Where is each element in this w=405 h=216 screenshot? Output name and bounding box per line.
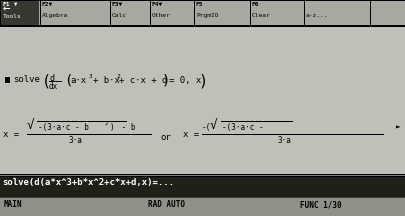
Text: F2▼: F2▼: [42, 2, 53, 7]
Bar: [303, 0, 304, 26]
Bar: [220, 121, 292, 122]
Text: Calc: Calc: [112, 13, 127, 18]
Bar: [0, 25, 405, 26]
Text: 3·a: 3·a: [277, 136, 291, 145]
Text: ): ): [162, 73, 170, 87]
Text: PrgmIO: PrgmIO: [196, 13, 218, 18]
Text: d: d: [50, 74, 55, 83]
Bar: [404, 0, 405, 26]
Bar: [110, 0, 111, 26]
Text: √: √: [27, 120, 34, 133]
Text: 2: 2: [116, 74, 119, 79]
Text: Algebra: Algebra: [42, 13, 68, 18]
Text: (: (: [42, 73, 51, 88]
Text: -(: -(: [202, 123, 211, 132]
Text: solve(d(a*x^3+b*x^2+c*x+d,x)=...: solve(d(a*x^3+b*x^2+c*x+d,x)=...: [2, 178, 174, 187]
Bar: [0, 174, 405, 175]
Bar: [0, 0, 405, 26]
Text: a-z...: a-z...: [305, 13, 328, 18]
Bar: [0, 26, 405, 27]
Bar: [0, 197, 405, 198]
Text: 2: 2: [105, 121, 108, 126]
Text: F5: F5: [196, 2, 203, 7]
Bar: [0, 0, 1, 26]
Text: ): ): [198, 73, 207, 88]
Text: -(3·a·c - b: -(3·a·c - b: [38, 123, 89, 132]
Bar: [0, 175, 405, 176]
Text: x =: x =: [183, 130, 198, 139]
Bar: [0, 176, 405, 177]
Bar: [249, 0, 250, 26]
Bar: [5, 77, 10, 83]
Text: ▼: ▼: [14, 2, 17, 7]
Bar: [27, 134, 151, 135]
Text: -(3·a·c -: -(3·a·c -: [222, 123, 263, 132]
Text: or: or: [160, 133, 171, 142]
Text: 3: 3: [89, 74, 92, 79]
Text: F1: F1: [3, 2, 11, 7]
Bar: [0, 198, 405, 216]
Bar: [0, 176, 405, 197]
Text: dx: dx: [49, 82, 58, 91]
Text: Clear: Clear: [252, 13, 270, 18]
Text: solve: solve: [13, 75, 40, 84]
Text: F3▼: F3▼: [112, 2, 123, 7]
Bar: [49, 81, 62, 82]
Text: ): ): [110, 123, 114, 132]
Text: 3·a: 3·a: [69, 136, 83, 145]
Text: FUNC 1/30: FUNC 1/30: [299, 200, 341, 209]
Bar: [149, 0, 151, 26]
Text: Other: Other: [151, 13, 171, 18]
Text: (: (: [64, 73, 72, 87]
Bar: [0, 27, 405, 216]
Text: F4▼: F4▼: [151, 2, 163, 7]
Text: x =: x =: [3, 130, 19, 139]
Text: = 0, x: = 0, x: [168, 76, 201, 85]
Bar: [369, 0, 370, 26]
Text: - b: - b: [117, 123, 135, 132]
Bar: [0, 0, 405, 1]
Bar: [1, 1, 39, 25]
Text: F6: F6: [252, 2, 259, 7]
Text: + c·x + d: + c·x + d: [119, 76, 167, 85]
Text: RAD AUTO: RAD AUTO: [148, 200, 185, 209]
Text: ►: ►: [395, 123, 400, 132]
Bar: [202, 134, 383, 135]
Text: Tools: Tools: [3, 14, 22, 19]
Text: MAIN: MAIN: [4, 200, 22, 209]
Text: √: √: [209, 120, 217, 133]
Text: + b·x: + b·x: [93, 76, 119, 85]
Bar: [0, 26, 405, 27]
Text: ←: ←: [3, 2, 11, 15]
Bar: [37, 121, 127, 122]
Bar: [40, 0, 41, 26]
Text: a·x: a·x: [70, 76, 86, 85]
